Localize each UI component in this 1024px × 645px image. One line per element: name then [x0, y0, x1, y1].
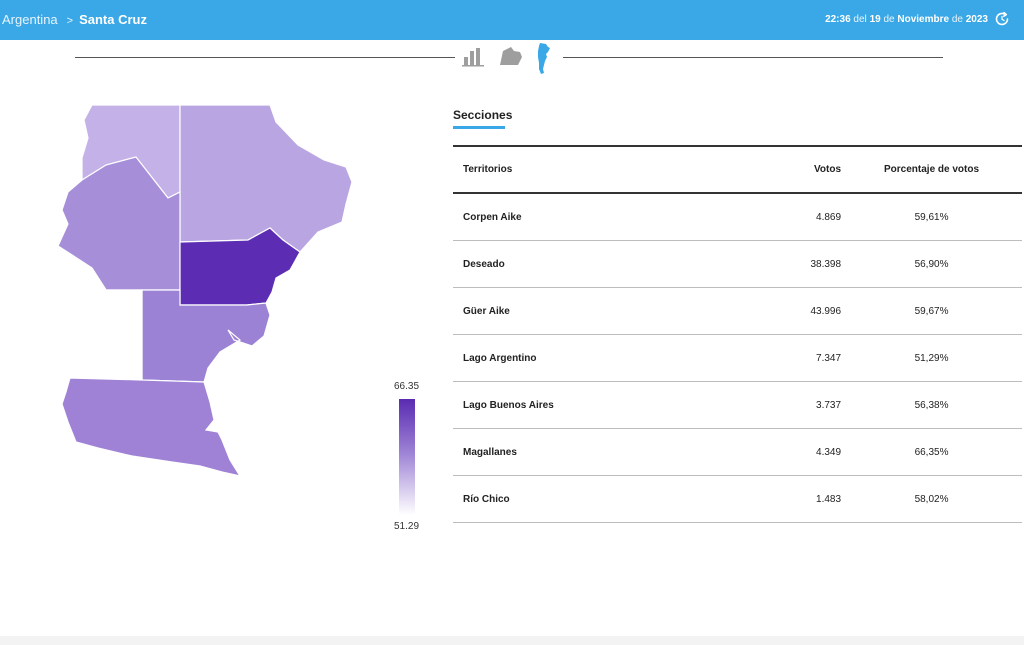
update-year: 2023 [965, 14, 988, 25]
bottom-strip [0, 636, 1024, 645]
territory-votes: 43.996 [747, 287, 842, 335]
table-row[interactable]: Güer Aike 43.996 59,67% [453, 287, 1022, 335]
territory-votes: 4.869 [747, 193, 842, 241]
breadcrumb-argentina[interactable]: Argentina [2, 12, 58, 27]
territory-name: Lago Buenos Aires [453, 381, 748, 429]
header-territorios[interactable]: Territorios [463, 164, 513, 175]
territory-percentage: 59,67% [841, 287, 1022, 335]
update-day: 19 [869, 14, 881, 25]
territory-percentage: 66,35% [841, 428, 1022, 476]
legend-color-scale [399, 399, 415, 515]
switcher-divider-left [75, 57, 455, 58]
section-title: Secciones [453, 108, 513, 122]
territory-name: Magallanes [453, 428, 748, 476]
refresh-icon[interactable] [994, 11, 1010, 27]
last-update-datetime: 22:36 del 19 de Noviembre de 2023 [825, 14, 988, 25]
territory-votes: 3.737 [747, 381, 842, 429]
section-title-underline [453, 126, 505, 129]
region-corpen-aike[interactable] [141, 289, 271, 383]
territory-votes: 1.483 [747, 475, 842, 523]
territory-percentage: 59,61% [841, 193, 1022, 241]
breadcrumb: Argentina > Santa Cruz [2, 12, 147, 27]
territory-votes: 7.347 [747, 334, 842, 382]
territory-percentage: 51,29% [841, 334, 1022, 382]
breadcrumb-current: Santa Cruz [79, 12, 147, 27]
territory-name: Güer Aike [453, 287, 748, 335]
header-votos[interactable]: Votos [814, 164, 842, 175]
table-row[interactable]: Lago Argentino 7.347 51,29% [453, 334, 1022, 382]
territory-votes: 4.349 [747, 428, 842, 476]
territory-percentage: 56,90% [841, 240, 1022, 288]
breadcrumb-separator: > [66, 15, 74, 27]
table-row[interactable]: Lago Buenos Aires 3.737 56,38% [453, 381, 1022, 429]
date-prefix: del [853, 14, 867, 25]
territory-percentage: 58,02% [841, 475, 1022, 523]
table-row[interactable]: Deseado 38.398 56,90% [453, 240, 1022, 288]
region-guer-aike[interactable] [61, 377, 242, 477]
territory-name: Río Chico [453, 475, 748, 523]
update-time: 22:36 [825, 14, 851, 25]
map-region-icon[interactable] [498, 45, 524, 67]
region-lago-argentino[interactable] [13, 245, 143, 390]
territory-votes: 38.398 [747, 240, 842, 288]
header-porcentaje[interactable]: Porcentaje de votos [884, 164, 980, 175]
argentina-map-icon[interactable] [535, 43, 551, 75]
switcher-divider-right [563, 57, 943, 58]
date-middle: de [883, 14, 895, 25]
table-row[interactable]: Corpen Aike 4.869 59,61% [453, 193, 1022, 241]
update-month: Noviembre [897, 14, 950, 25]
territory-name: Deseado [453, 240, 748, 288]
legend-min-value: 51.29 [394, 521, 420, 532]
territory-name: Lago Argentino [453, 334, 748, 382]
territory-percentage: 56,38% [841, 381, 1022, 429]
top-bar: Argentina > Santa Cruz 22:36 del 19 de Nov… [0, 0, 1024, 40]
bar-chart-icon[interactable] [462, 45, 486, 67]
table-row[interactable]: Río Chico 1.483 58,02% [453, 475, 1022, 523]
table-row[interactable]: Magallanes 4.349 66,35% [453, 428, 1022, 476]
table-header-row: Territorios Votos Porcentaje de votos [453, 146, 1022, 193]
santa-cruz-map [13, 104, 353, 477]
results-table: Territorios Votos Porcentaje de votos Co… [453, 145, 1022, 523]
territory-name: Corpen Aike [453, 193, 748, 241]
legend-max-value: 66.35 [394, 381, 420, 392]
date-suffix: de [951, 14, 963, 25]
